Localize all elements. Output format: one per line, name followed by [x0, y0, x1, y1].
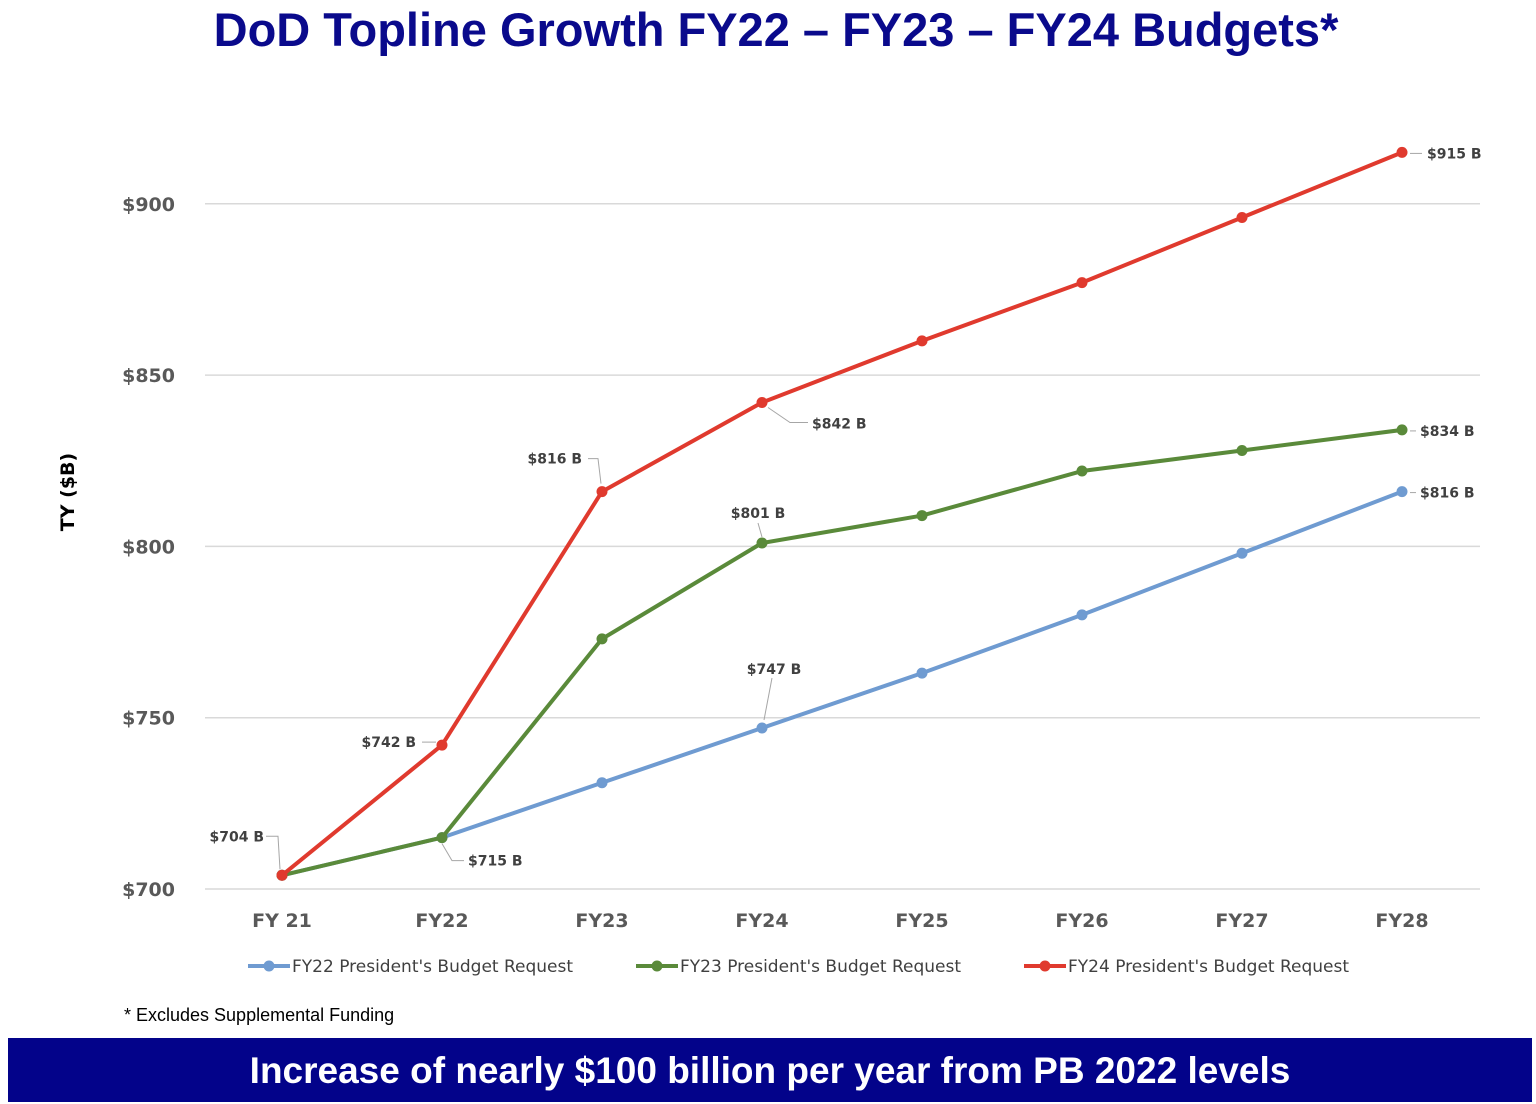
- data-point: [276, 869, 288, 881]
- data-point: [596, 777, 608, 789]
- data-label: $915 B: [1427, 146, 1482, 162]
- x-tick-label: FY24: [735, 910, 788, 932]
- legend-label: FY22 President's Budget Request: [292, 957, 573, 977]
- data-point: [1076, 609, 1088, 621]
- data-point: [1076, 277, 1088, 289]
- x-tick-label: FY28: [1375, 910, 1428, 932]
- data-point: [596, 486, 608, 498]
- data-point: [1396, 486, 1408, 498]
- y-tick-label: $700: [122, 879, 175, 901]
- data-point: [436, 739, 448, 751]
- leader-line: [266, 835, 281, 870]
- data-label: $742 B: [361, 735, 416, 751]
- data-point: [1236, 444, 1248, 456]
- data-point: [596, 633, 608, 645]
- data-point: [756, 537, 768, 549]
- x-tick-label: FY22: [415, 910, 468, 932]
- data-point: [916, 667, 928, 679]
- legend-label: FY23 President's Budget Request: [680, 957, 961, 977]
- data-point: [1396, 146, 1408, 158]
- y-axis-label: TY ($B): [57, 453, 79, 531]
- leader-line: [763, 677, 773, 721]
- data-label: $816 B: [1420, 486, 1475, 502]
- legend-label: FY24 President's Budget Request: [1068, 957, 1349, 977]
- footnote: * Excludes Supplemental Funding: [124, 1005, 395, 1025]
- data-point: [756, 722, 768, 734]
- leader-line: [588, 458, 602, 484]
- x-tick-label: FY25: [895, 910, 948, 932]
- leader-line: [767, 407, 808, 424]
- data-point: [436, 832, 448, 844]
- x-tick-label: FY26: [1055, 910, 1108, 932]
- data-label: $842 B: [812, 417, 867, 433]
- data-point: [1236, 547, 1248, 559]
- legend-swatch-marker: [263, 960, 275, 972]
- x-tick-label: FY 21: [252, 910, 312, 932]
- x-tick-label: FY23: [575, 910, 628, 932]
- leader-line: [441, 843, 464, 862]
- y-tick-label: $900: [122, 194, 175, 216]
- y-tick-label: $850: [122, 365, 175, 387]
- series-line-2: [280, 150, 1403, 877]
- data-point: [1076, 465, 1088, 477]
- legend-swatch-marker: [651, 960, 663, 972]
- chart-title: DoD Topline Growth FY22 – FY23 – FY24 Bu…: [213, 3, 1339, 56]
- series-line-0: [281, 489, 1403, 878]
- x-tick-label: FY27: [1215, 910, 1268, 932]
- y-tick-label: $750: [122, 708, 175, 730]
- data-label: $704 B: [209, 829, 264, 845]
- data-label: $816 B: [527, 452, 582, 468]
- data-label: $834 B: [1420, 424, 1475, 440]
- data-point: [1236, 212, 1248, 224]
- y-tick-label: $800: [122, 536, 175, 558]
- data-label: $801 B: [731, 506, 786, 522]
- series-line-1: [281, 427, 1403, 878]
- data-point: [916, 510, 928, 522]
- data-point: [1396, 424, 1408, 436]
- data-label: $715 B: [468, 854, 523, 870]
- leader-line: [757, 522, 763, 538]
- legend-swatch-marker: [1039, 960, 1051, 972]
- data-label: $747 B: [747, 662, 802, 678]
- summary-banner: Increase of nearly $100 billion per year…: [8, 1038, 1532, 1102]
- data-point: [756, 397, 768, 409]
- data-point: [916, 335, 928, 347]
